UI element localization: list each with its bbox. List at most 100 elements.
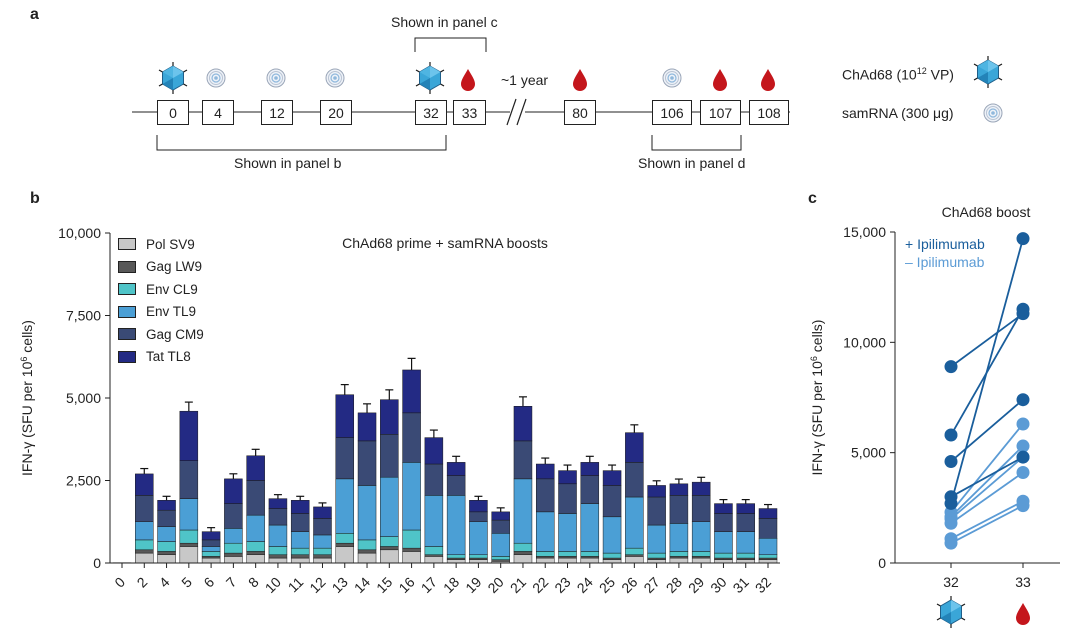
bar-segment-gag-cm9 [246,480,265,516]
legend-label: Env CL9 [146,281,198,297]
x-tick-label: 14 [351,574,373,596]
data-point [944,516,958,530]
x-tick-label: 13 [329,574,351,596]
data-point [944,496,958,510]
bar-segment-gag-lw9 [290,554,310,559]
paired-line [950,399,1024,463]
timepoint-box-12: 12 [261,100,293,125]
data-point [1016,499,1030,513]
bar-segment-pol-sv9 [268,557,288,564]
bar-segment-env-tl9 [313,534,332,549]
y-axis-label: IFN-γ (SFU per 106 cells) [19,320,35,476]
x-tick-label: 15 [373,574,395,596]
bar-segment-tat-tl8 [424,437,444,465]
legend-chad68-exponent: 12 [916,66,927,76]
x-tick-label: 20 [484,574,506,596]
bar-segment-env-tl9 [647,524,666,554]
chad-icon [415,61,445,95]
y-tick-label: 0 [93,555,101,571]
bar-segment-env-tl9 [625,496,644,549]
bar-segment-env-cl9 [558,551,577,557]
bar-segment-gag-cm9 [357,440,377,486]
bar-segment-env-cl9 [424,546,444,555]
legend-swatch [118,260,136,273]
bar-segment-env-tl9 [602,516,622,554]
x-tick-label: 29 [685,574,707,596]
legend-samrna-icon [983,103,1003,123]
bar-segment-env-tl9 [290,531,310,549]
bar-segment-pol-sv9 [157,554,176,564]
data-point [1016,417,1030,431]
bar-segment-tat-tl8 [313,506,332,519]
bar-segment-pol-sv9 [357,552,377,564]
bar-segment-env-tl9 [491,533,510,557]
bar-segment-tat-tl8 [357,412,377,442]
bar-segment-gag-cm9 [313,518,332,536]
y-tick-label: 15,000 [843,224,886,240]
bar-segment-env-tl9 [691,521,711,552]
data-point [1016,439,1030,453]
shown-in-panel-d-label: Shown in panel d [638,155,746,171]
chad-icon [158,61,188,95]
x-tick-label: 30 [707,574,729,596]
bar-segment-env-tl9 [268,524,288,547]
bar-segment-env-cl9 [691,551,711,557]
legend-label: Gag CM9 [146,326,204,342]
bar-segment-gag-lw9 [157,551,176,556]
legend-swatch [118,328,136,341]
bar-segment-pol-sv9 [179,546,199,564]
y-tick-label: 7,500 [66,308,101,324]
bar-segment-env-cl9 [135,539,154,551]
bar-segment-gag-cm9 [602,485,622,518]
bar-segment-gag-cm9 [469,511,488,523]
bar-segment-pol-sv9 [380,549,399,564]
chad-icon [936,596,966,628]
bar-segment-tat-tl8 [535,463,555,480]
bar-segment-gag-cm9 [558,483,577,514]
bar-segment-env-cl9 [402,529,421,549]
bar-segment-tat-tl8 [402,369,421,414]
bar-segment-env-cl9 [335,533,355,544]
bar-segment-env-tl9 [736,531,755,554]
timepoint-box-32: 32 [415,100,447,125]
bar-segment-tat-tl8 [268,498,288,509]
bar-segment-env-tl9 [179,498,199,531]
legend-swatch [118,283,136,296]
bar-segment-env-cl9 [736,552,755,559]
bar-segment-tat-tl8 [224,478,243,504]
x-tick-label: 8 [245,574,262,591]
bar-segment-pol-sv9 [513,554,533,564]
chad-icon-face [940,612,951,624]
data-point [1016,450,1030,464]
bar-segment-gag-cm9 [513,440,533,480]
legend-item: Env TL9 [118,301,204,324]
bar-segment-env-cl9 [157,541,176,552]
bar-segment-tat-tl8 [602,470,622,486]
samrna-icon [266,68,286,88]
y-tick-label: 5,000 [851,445,886,461]
bar-segment-env-tl9 [758,538,778,555]
legend-item: Pol SV9 [118,233,204,256]
data-point [1016,393,1030,407]
timepoint-box-4: 4 [202,100,234,125]
bar-segment-tat-tl8 [647,485,666,498]
timepoint-box-80: 80 [564,100,596,125]
bar-segment-gag-lw9 [513,551,533,556]
bar-segment-pol-sv9 [558,557,577,564]
bar-segment-env-cl9 [201,551,221,557]
legend-item: Gag CM9 [118,323,204,346]
bar-segment-gag-lw9 [402,547,421,552]
bar-segment-env-cl9 [268,546,288,555]
samrna-icon [206,68,226,88]
bar-segment-env-cl9 [491,556,510,560]
bar-segment-gag-cm9 [380,434,399,478]
bar-segment-pol-sv9 [535,557,555,564]
bar-segment-env-cl9 [469,554,488,559]
bar-segment-tat-tl8 [380,399,399,435]
timepoint-box-20: 20 [320,100,352,125]
bar-segment-gag-lw9 [268,554,288,559]
x-tick-label: 23 [551,574,573,596]
bar-segment-gag-lw9 [357,549,377,554]
x-tick-label: 31 [730,574,752,596]
blood-drop-icon [1016,603,1030,625]
